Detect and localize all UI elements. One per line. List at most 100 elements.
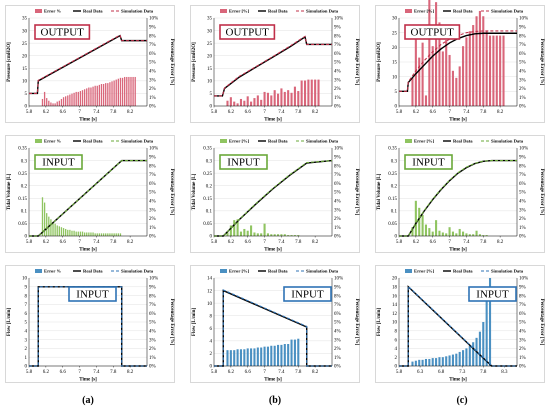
y-tick-label: 0	[210, 105, 213, 110]
error-bar	[499, 35, 502, 106]
error-bar	[485, 235, 488, 236]
error-bar	[250, 225, 253, 236]
panel-frame	[5, 265, 175, 383]
y2-axis-label: Percentage Error [%]	[354, 169, 359, 216]
banner-label: INPUT	[476, 289, 509, 301]
y-tick-label: 30	[392, 17, 398, 22]
error-bar	[455, 77, 458, 106]
y-tick-label: 8	[395, 330, 398, 335]
y2-tick-label: 9%	[334, 156, 341, 161]
error-bar	[488, 278, 492, 366]
error-bar	[287, 90, 290, 106]
error-bar	[414, 360, 417, 366]
error-bar	[411, 227, 414, 236]
y2-tick-label: 10%	[149, 147, 158, 152]
error-bar	[233, 101, 236, 106]
x-tick-label: 6.6	[60, 110, 67, 115]
x-tick-label: 6.6	[245, 240, 252, 245]
x-tick-label: 7.8	[480, 240, 487, 245]
x-tick-label: 8.2	[127, 240, 134, 245]
y2-tick-label: 0%	[334, 105, 341, 110]
error-bar	[435, 220, 438, 236]
y2-tick-label: 2%	[519, 87, 526, 92]
error-bar	[303, 80, 307, 106]
error-bar	[56, 225, 58, 236]
y2-tick-label: 6%	[149, 312, 156, 317]
y2-axis-label: Percentage Error [%]	[539, 299, 544, 346]
error-bar	[128, 76, 130, 106]
error-bar	[239, 349, 243, 366]
error-bar	[260, 99, 263, 106]
error-bar	[246, 230, 249, 236]
error-bar	[455, 233, 458, 236]
error-bar	[111, 81, 113, 106]
legend-sim-label: Simulation Data	[121, 139, 154, 144]
y2-tick-label: 1%	[149, 96, 156, 101]
banner-label: OUTPUT	[226, 27, 270, 39]
y2-tick-label: 5%	[519, 191, 526, 196]
banner-label: INPUT	[412, 157, 445, 169]
error-bar	[283, 344, 286, 366]
error-bar	[428, 228, 431, 236]
error-bar	[297, 91, 300, 106]
y-tick-label: 0	[210, 365, 213, 370]
error-bar	[435, 358, 438, 366]
y2-tick-label: 9%	[149, 26, 156, 31]
y-tick-label: 35	[207, 17, 213, 22]
y-axis-label: Flow [L/min]	[192, 308, 197, 337]
y-tick-label: 5	[395, 90, 398, 95]
banner-box	[219, 24, 276, 40]
banner-box	[468, 286, 517, 302]
x-tick-label: 7	[263, 370, 266, 375]
error-bar	[468, 234, 471, 236]
y-tick-label: 0	[210, 235, 213, 240]
x-tick-label: 8.2	[497, 240, 504, 245]
error-bar	[475, 230, 478, 236]
error-bar	[62, 97, 65, 106]
error-bar	[438, 230, 441, 236]
error-bar	[130, 76, 132, 106]
error-bar	[88, 87, 90, 106]
y2-tick-label: 1%	[334, 356, 341, 361]
y-tick-label: 0.05	[388, 222, 397, 227]
error-bar	[60, 227, 63, 236]
error-bar	[109, 82, 111, 106]
error-bar	[441, 357, 444, 366]
y-tick-label: 0.1	[206, 210, 213, 215]
error-bar	[79, 231, 82, 236]
banner-label: INPUT	[227, 157, 260, 169]
panel-frame	[190, 135, 360, 253]
error-bar	[428, 358, 431, 366]
y2-tick-label: 2%	[149, 347, 156, 352]
y2-tick-label: 8%	[334, 164, 341, 169]
y2-tick-label: 3%	[149, 78, 156, 83]
x-tick-label: 7.8	[295, 240, 302, 245]
y2-tick-label: 9%	[149, 156, 156, 161]
x-tick-label: 7	[78, 240, 81, 245]
error-bar	[482, 16, 485, 107]
error-bar	[81, 231, 84, 236]
y-tick-label: 0.3	[391, 159, 398, 164]
error-bar	[119, 233, 122, 236]
legend-error-label: Error %	[44, 9, 61, 14]
error-bar	[468, 31, 471, 107]
y2-tick-label: 3%	[334, 78, 341, 83]
error-bar	[492, 35, 495, 106]
error-bar	[256, 347, 259, 366]
y-tick-label: 1	[25, 356, 28, 361]
error-bar	[441, 232, 444, 236]
legend-error-swatch	[220, 139, 227, 143]
y-tick-label: 14	[392, 303, 398, 308]
error-bar	[111, 233, 113, 236]
error-bar	[290, 339, 293, 366]
error-bar	[41, 197, 44, 236]
legend-error-swatch	[35, 139, 42, 143]
y2-tick-label: 6%	[334, 312, 341, 317]
x-tick-label: 6.3	[417, 370, 424, 375]
y2-axis-label: Percentage Error [%]	[169, 299, 174, 346]
error-bar	[124, 76, 126, 106]
error-bar	[119, 77, 122, 106]
error-bar	[414, 200, 417, 236]
y-tick-label: 16	[392, 294, 398, 299]
error-bar	[411, 361, 414, 366]
